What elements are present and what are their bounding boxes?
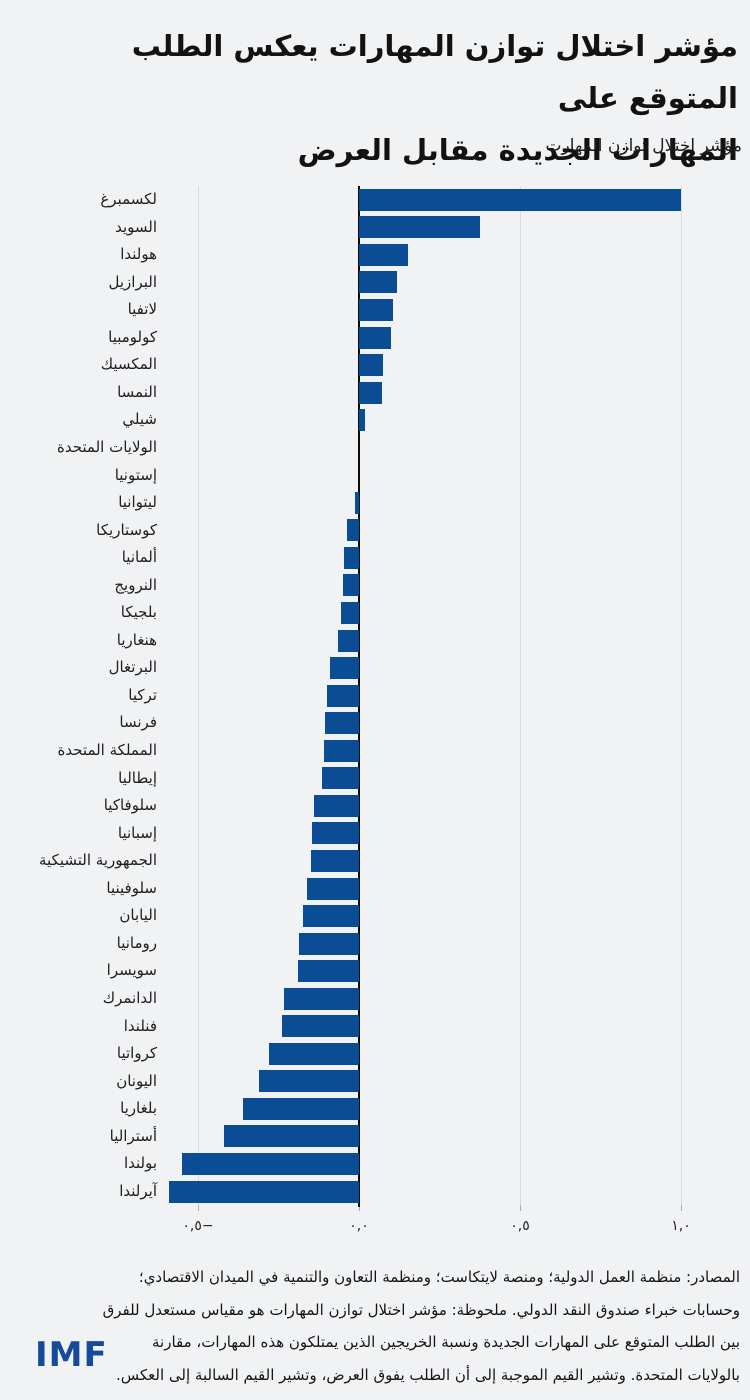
bar [359, 299, 393, 321]
gridline [520, 186, 521, 1205]
country-label: بولندا [123, 1154, 157, 1172]
bar-chart: ٠,٥− ٠,٠ ٠,٥ ١,٠ لكسمبرغ السويد هولندا البرازيل… [0, 186, 750, 1256]
country-label: المملكة المتحدة [57, 741, 158, 759]
axis-tick [359, 1205, 360, 1211]
gridline [198, 186, 199, 1205]
bar [307, 878, 359, 900]
bar [299, 933, 359, 955]
axis-tick [198, 1205, 199, 1211]
bar [314, 795, 359, 817]
axis-tick [681, 1205, 682, 1211]
country-label: ألمانيا [121, 548, 157, 566]
source-note-line2: وحسابات خبراء صندوق النقد الدولي. ملحوظة… [102, 1300, 740, 1319]
x-axis-tick-label: ٠,٥ [510, 1218, 530, 1234]
bar [359, 409, 365, 431]
country-label: السويد [115, 218, 157, 236]
country-label: أستراليا [109, 1127, 157, 1145]
country-label: الولايات المتحدة [56, 438, 157, 456]
country-label: فنلندا [123, 1017, 157, 1035]
country-label: فرنسا [119, 713, 157, 731]
country-label: اليابان [119, 906, 157, 924]
bar [338, 630, 359, 652]
country-label: ليتوانيا [118, 493, 157, 511]
source-note-line4: بالولايات المتحدة. وتشير القيم الموجبة إ… [116, 1365, 740, 1384]
source-note-line1: المصادر: منظمة العمل الدولية؛ ومنصة لايت… [138, 1268, 740, 1286]
country-label: سلوفينيا [106, 879, 157, 897]
bar [224, 1125, 359, 1147]
bar [355, 492, 359, 514]
bar [312, 822, 359, 844]
country-label: إسبانيا [117, 824, 157, 842]
imf-logo: IMF [35, 1335, 108, 1375]
bar [324, 740, 359, 762]
bar [298, 960, 359, 982]
bar [347, 519, 359, 541]
chart-title: مؤشر اختلال توازن المهارات يعكس الطلب ال… [40, 20, 738, 176]
country-label: هنغاريا [116, 631, 157, 649]
bar [359, 244, 408, 266]
country-label: لكسمبرغ [100, 190, 157, 208]
gridline [681, 186, 682, 1205]
axis-caption: مؤشر اختلال توازن المهارت [545, 136, 742, 156]
bar [169, 1181, 359, 1203]
country-label: النمسا [117, 383, 157, 401]
bar [182, 1153, 359, 1175]
bar [322, 767, 359, 789]
country-label: سلوفاكيا [103, 796, 157, 814]
bar [359, 382, 382, 404]
bar [325, 712, 359, 734]
bar [330, 657, 359, 679]
source-note-line3: بين الطلب المتوقع على المهارات الجديدة و… [152, 1333, 740, 1351]
country-label: البرازيل [108, 273, 158, 291]
bar [269, 1043, 359, 1065]
country-label: كولومبيا [108, 328, 157, 346]
country-label: بلجيكا [120, 603, 157, 621]
country-label: رومانيا [116, 934, 157, 952]
bar [359, 354, 383, 376]
source-note: المصادر: منظمة العمل الدولية؛ ومنصة لايت… [90, 1261, 740, 1391]
bar [359, 271, 397, 293]
country-label: الجمهورية التشيكية [38, 851, 157, 869]
country-label: تركيا [128, 686, 157, 704]
x-axis-tick-label: ١,٠ [671, 1218, 691, 1234]
chart-title-line2: المهارات الجديدة مقابل العرض [297, 133, 738, 167]
country-label: النرويج [114, 576, 157, 594]
bar [282, 1015, 359, 1037]
zero-axis-line [358, 186, 360, 1207]
country-label: إستونيا [114, 466, 157, 484]
country-label: اليونان [116, 1072, 157, 1090]
bar [259, 1070, 359, 1092]
country-label: بلغاريا [120, 1099, 157, 1117]
chart-title-line1: مؤشر اختلال توازن المهارات يعكس الطلب ال… [131, 29, 738, 115]
country-label: آيرلندا [119, 1182, 157, 1200]
bar [344, 547, 359, 569]
country-label: المكسيك [100, 355, 157, 373]
country-label: هولندا [120, 245, 157, 263]
country-label: سويسرا [106, 961, 157, 979]
bar [311, 850, 359, 872]
country-label: الدانمرك [102, 989, 157, 1007]
bar [359, 327, 391, 349]
country-label: كوستاريكا [96, 521, 157, 539]
country-label: إيطاليا [118, 769, 157, 787]
bar [359, 189, 681, 211]
bar [343, 574, 359, 596]
bar [327, 685, 359, 707]
country-label: البرتغال [108, 658, 157, 676]
x-axis-tick-label: ٠,٠ [349, 1218, 369, 1234]
x-axis-tick-label: ٠,٥− [182, 1218, 214, 1234]
bar [359, 216, 480, 238]
country-label: شيلي [122, 410, 157, 428]
bar [303, 905, 359, 927]
axis-tick [520, 1205, 521, 1211]
bar [341, 602, 359, 624]
bar [243, 1098, 359, 1120]
country-label: لاتفيا [127, 300, 157, 318]
bar [284, 988, 359, 1010]
country-label: كرواتيا [116, 1044, 157, 1062]
